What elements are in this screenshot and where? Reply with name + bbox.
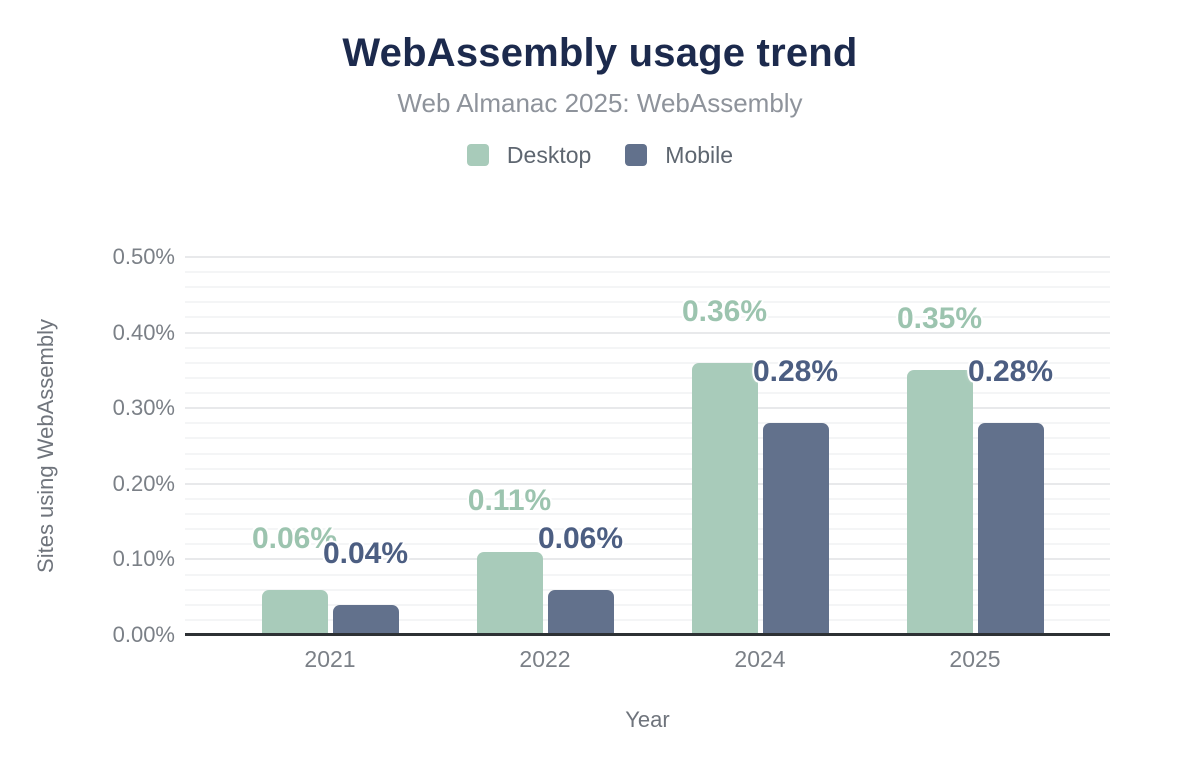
y-tick-label: 0.20% (112, 470, 175, 496)
bar-value-label-mobile-2022: 0.06% (537, 521, 624, 555)
bar-value-label-mobile-2021: 0.04% (322, 536, 409, 570)
legend-item-desktop: Desktop (466, 141, 592, 169)
bar-mobile-2022[interactable] (547, 589, 614, 635)
x-axis-title: Year (625, 707, 670, 732)
minor-gridline (185, 588, 1110, 591)
minor-gridline (185, 316, 1110, 319)
major-gridline (185, 558, 1110, 561)
bar-value-label-desktop-2025: 0.35% (896, 302, 983, 336)
major-gridline (185, 482, 1110, 485)
y-tick-label: 0.00% (112, 622, 175, 647)
chart-subtitle: Web Almanac 2025: WebAssembly (397, 88, 803, 118)
minor-gridline (185, 452, 1110, 455)
bar-mobile-2025[interactable] (977, 423, 1044, 635)
x-axis-line (185, 633, 1110, 636)
legend: Desktop Mobile (0, 142, 1200, 169)
bar-mobile-2024[interactable] (762, 423, 829, 635)
x-tick-label-2021: 2021 (304, 646, 356, 672)
y-tick-label: 0.50% (112, 244, 175, 269)
minor-gridline (185, 543, 1110, 546)
minor-gridline (185, 528, 1110, 531)
bar-value-label-desktop-2024: 0.36% (681, 294, 768, 328)
desktop-swatch-icon (466, 144, 489, 167)
minor-gridline (185, 467, 1110, 470)
y-axis-ticks: 0.00% 0.10% 0.20% 0.30% 0.40% 0.50% (0, 246, 175, 646)
minor-gridline (185, 361, 1110, 364)
minor-gridline (185, 618, 1110, 621)
minor-gridline (185, 603, 1110, 606)
legend-item-mobile: Mobile (625, 142, 733, 169)
bar-desktop-2024[interactable] (691, 362, 758, 635)
bar-desktop-2025[interactable] (906, 370, 973, 635)
chart-title: WebAssembly usage trend (342, 31, 858, 75)
minor-gridline (185, 301, 1110, 304)
x-tick-label-2022: 2022 (519, 646, 571, 672)
legend-label-desktop: Desktop (506, 141, 592, 168)
y-tick-label: 0.10% (112, 546, 175, 572)
bar-value-label-desktop-2021: 0.06% (251, 521, 338, 555)
x-axis-ticks: 2021 2022 2024 2025 (185, 646, 1110, 677)
bar-mobile-2021[interactable] (332, 604, 399, 635)
minor-gridline (185, 513, 1110, 516)
major-gridline (185, 407, 1110, 410)
major-gridline (185, 256, 1110, 258)
minor-gridline (185, 437, 1110, 440)
minor-gridline (185, 422, 1110, 425)
y-tick-label: 0.30% (112, 395, 175, 421)
chart-header: WebAssembly usage trend Web Almanac 2025… (0, 30, 1200, 169)
minor-gridline (185, 392, 1110, 395)
bar-value-label-mobile-2025: 0.28% (967, 355, 1054, 389)
x-tick-label-2024: 2024 (734, 646, 786, 672)
chart-card: WebAssembly usage trend Web Almanac 2025… (0, 30, 1200, 772)
minor-gridline (185, 271, 1110, 274)
major-gridline (185, 331, 1110, 334)
minor-gridline (185, 286, 1110, 289)
bar-value-label-desktop-2022: 0.11% (467, 483, 552, 517)
bar-value-label-mobile-2024: 0.28% (752, 355, 839, 389)
mobile-swatch-icon (625, 144, 648, 167)
bar-desktop-2022[interactable] (476, 551, 543, 635)
minor-gridline (185, 497, 1110, 500)
minor-gridline (185, 573, 1110, 576)
minor-gridline (185, 376, 1110, 379)
x-tick-label-2025: 2025 (949, 646, 1001, 672)
y-tick-label: 0.40% (112, 319, 175, 345)
bar-desktop-2021[interactable] (261, 589, 328, 635)
plot-area: 0.06% 0.04% 0.11% 0.06% 0.36% 0.28% 0.35% 0.28% (185, 256, 1110, 636)
legend-label-mobile: Mobile (665, 141, 734, 168)
minor-gridline (185, 346, 1110, 349)
